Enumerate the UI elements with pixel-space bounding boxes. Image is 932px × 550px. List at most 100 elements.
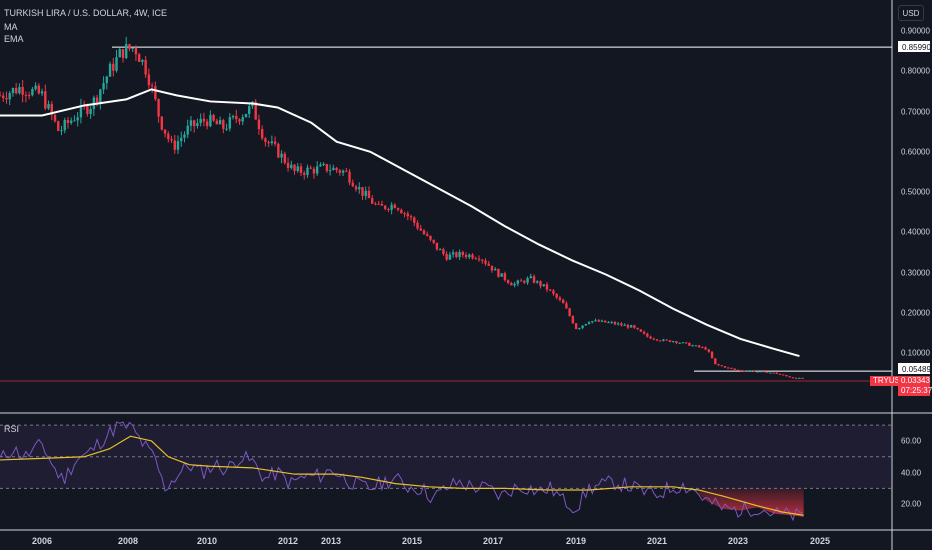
candle-body	[209, 114, 212, 127]
candle-body	[403, 213, 406, 215]
candle-body	[500, 273, 503, 277]
candle-body	[358, 187, 361, 190]
candle-body	[775, 372, 778, 374]
candle-body	[367, 190, 371, 199]
candle-body	[380, 203, 384, 206]
candle-body	[215, 120, 219, 125]
candle-body	[5, 97, 8, 100]
candle-body	[99, 89, 102, 103]
candle-body	[474, 258, 477, 260]
candle-body	[791, 377, 795, 379]
candle-body	[574, 323, 578, 330]
candle-body	[371, 198, 374, 204]
candle-body	[257, 119, 261, 130]
candle-body	[176, 141, 180, 150]
candle-body	[762, 371, 766, 373]
candle-body	[736, 369, 740, 371]
candle-body	[319, 164, 322, 167]
candle-body	[591, 321, 594, 323]
candle-body	[493, 269, 497, 271]
candle-body	[552, 290, 555, 294]
price-tick-label: 0.50000	[901, 187, 930, 197]
candle-body	[613, 322, 617, 325]
candle-body	[727, 367, 730, 369]
candle-body	[160, 116, 164, 130]
candle-body	[565, 303, 568, 309]
candle-body	[519, 280, 523, 282]
candle-body	[487, 263, 490, 266]
candle-body	[351, 182, 354, 187]
candle-body	[451, 252, 455, 255]
candle-body	[704, 347, 707, 350]
candle-body	[299, 166, 303, 173]
candle-body	[710, 351, 714, 359]
candle-body	[633, 325, 636, 328]
candle-body	[426, 234, 429, 236]
price-tick-label: 0.30000	[901, 268, 930, 277]
candle-body	[228, 117, 231, 129]
candle-body	[752, 370, 756, 372]
candle-body	[523, 280, 526, 283]
candle-body	[746, 370, 749, 372]
candle-body	[222, 120, 225, 129]
candle-body	[798, 377, 801, 379]
candle-body	[47, 103, 50, 109]
year-label: 2008	[117, 536, 139, 546]
currency-button[interactable]: USD	[898, 5, 924, 21]
candle-body	[782, 374, 785, 376]
candle-body	[584, 324, 588, 326]
candle-body	[18, 87, 21, 94]
candle-body	[332, 167, 335, 171]
candle-body	[167, 133, 170, 140]
price-tick-label: 0.80000	[901, 66, 930, 76]
symbol-tag: TRYUSD	[870, 376, 909, 386]
candle-body	[542, 284, 545, 287]
candle-body	[57, 121, 60, 131]
candle-body	[108, 63, 112, 77]
chart-title: TURKISH LIRA / U.S. DOLLAR, 4W, ICE	[4, 8, 168, 18]
candle-body	[730, 367, 733, 369]
candle-body	[8, 93, 11, 100]
candle-body	[377, 203, 380, 205]
candle-body	[186, 125, 189, 135]
candle-body	[270, 141, 274, 144]
candle-body	[684, 342, 688, 344]
candle-body	[510, 282, 513, 286]
candle-body	[70, 120, 73, 124]
candle-body	[678, 342, 681, 344]
candle-body	[89, 108, 92, 114]
candle-body	[173, 140, 176, 150]
year-label: 2017	[482, 536, 504, 546]
candle-body	[202, 118, 206, 122]
candle-body	[37, 85, 41, 94]
rsi-tick-label: 60.00	[901, 436, 922, 446]
candle-body	[503, 273, 507, 281]
candle-body	[539, 281, 542, 287]
candle-body	[639, 329, 643, 332]
rsi-oversold-fill	[698, 488, 804, 517]
candle-body	[594, 320, 597, 322]
candle-body	[432, 239, 435, 243]
candle-body	[73, 120, 76, 122]
price-tick-label: 0.40000	[901, 227, 930, 237]
candle-body	[568, 308, 571, 316]
candle-body	[338, 170, 342, 173]
candle-body	[691, 345, 694, 347]
candle-body	[749, 370, 753, 372]
candle-body	[545, 284, 549, 290]
candle-body	[561, 299, 565, 304]
candle-body	[121, 49, 125, 58]
indicator-ma-label[interactable]: MA	[4, 22, 18, 32]
candle-body	[481, 259, 484, 261]
candle-body	[623, 324, 626, 326]
candle-body	[701, 347, 704, 349]
candle-body	[477, 258, 481, 260]
candle-body	[141, 59, 144, 62]
candle-body	[306, 167, 309, 175]
indicator-ema-label[interactable]: EMA	[4, 34, 24, 44]
candle-body	[341, 170, 345, 173]
candle-body	[616, 323, 620, 325]
candle-body	[95, 97, 99, 103]
candle-body	[743, 370, 746, 372]
